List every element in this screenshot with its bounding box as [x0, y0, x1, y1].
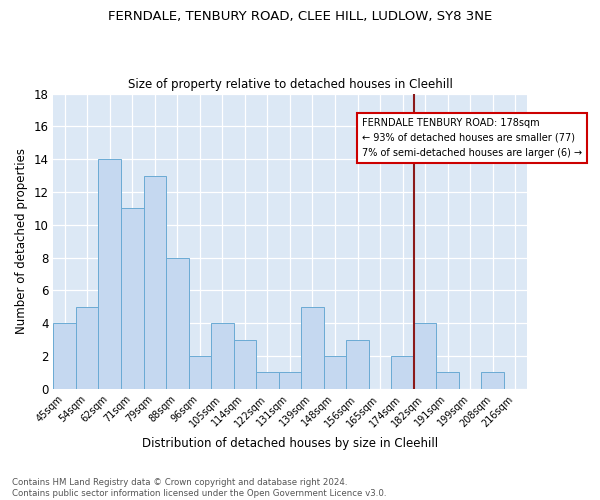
Bar [166, 258, 188, 389]
Title: Size of property relative to detached houses in Cleehill: Size of property relative to detached ho… [128, 78, 452, 91]
Y-axis label: Number of detached properties: Number of detached properties [15, 148, 28, 334]
Bar [98, 159, 121, 389]
Text: FERNDALE TENBURY ROAD: 178sqm
← 93% of detached houses are smaller (77)
7% of se: FERNDALE TENBURY ROAD: 178sqm ← 93% of d… [362, 118, 582, 158]
Bar [188, 356, 211, 389]
Text: FERNDALE, TENBURY ROAD, CLEE HILL, LUDLOW, SY8 3NE: FERNDALE, TENBURY ROAD, CLEE HILL, LUDLO… [108, 10, 492, 23]
Bar [391, 356, 414, 389]
Text: Contains HM Land Registry data © Crown copyright and database right 2024.
Contai: Contains HM Land Registry data © Crown c… [12, 478, 386, 498]
Bar [256, 372, 279, 389]
Bar [324, 356, 346, 389]
Bar [143, 176, 166, 389]
Bar [414, 324, 436, 389]
Bar [211, 324, 233, 389]
Bar [233, 340, 256, 389]
X-axis label: Distribution of detached houses by size in Cleehill: Distribution of detached houses by size … [142, 437, 438, 450]
Bar [346, 340, 369, 389]
Bar [76, 307, 98, 389]
Bar [121, 208, 143, 389]
Bar [481, 372, 504, 389]
Bar [279, 372, 301, 389]
Bar [436, 372, 459, 389]
Bar [53, 324, 76, 389]
Bar [301, 307, 324, 389]
